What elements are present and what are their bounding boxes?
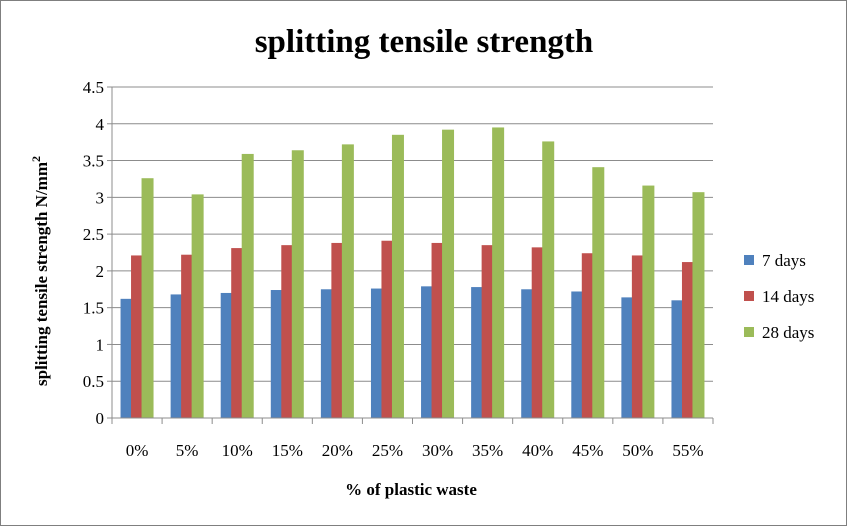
y-tick-label: 3 [96, 188, 105, 207]
legend-label: 14 days [762, 287, 814, 306]
bar-14-days-45pct [581, 253, 594, 418]
legend: 7 days 14 days 28 days [744, 251, 814, 342]
bar-14-days-20pct [331, 242, 344, 418]
bar-7-days-35pct [471, 287, 484, 418]
bar-14-days-5pct [181, 254, 194, 418]
y-tick-label: 0 [96, 409, 105, 428]
bar-28-days-15pct [291, 150, 304, 418]
bar-28-days-40pct [542, 141, 555, 419]
bar-14-days-40pct [531, 247, 544, 418]
bar-14-days-10pct [231, 248, 244, 418]
legend-swatch [744, 255, 754, 265]
bar-28-days-45pct [592, 167, 605, 418]
x-tick-label: 20% [322, 441, 353, 460]
legend-swatch [744, 291, 754, 301]
bar-7-days-30pct [421, 286, 434, 418]
x-tick-label: 30% [422, 441, 453, 460]
bar-28-days-20pct [341, 144, 354, 418]
bars [120, 127, 705, 419]
bar-28-days-0pct [141, 178, 154, 418]
bar-7-days-50pct [621, 297, 634, 418]
bar-7-days-5pct [170, 294, 183, 418]
x-tick-label: 55% [672, 441, 703, 460]
bar-14-days-25pct [381, 240, 394, 418]
x-tick-label: 35% [472, 441, 503, 460]
y-tick-label: 2 [96, 262, 105, 281]
bar-7-days-15pct [270, 290, 283, 418]
bar-7-days-55pct [671, 300, 684, 418]
bar-7-days-40pct [521, 289, 534, 418]
y-axis-ticks: 0 0.5 1 1.5 2 2.5 3 3.5 4 4.5 [83, 78, 112, 428]
bar-14-days-0pct [131, 255, 144, 418]
bar-14-days-55pct [681, 262, 694, 418]
legend-item: 28 days [744, 323, 814, 342]
x-tick-label: 40% [522, 441, 553, 460]
bar-28-days-30pct [442, 129, 455, 418]
y-tick-label: 1 [96, 335, 105, 354]
bar-7-days-25pct [370, 288, 383, 418]
y-tick-label: 4.5 [83, 78, 104, 97]
bar-14-days-30pct [431, 242, 444, 418]
y-tick-label: 1.5 [83, 299, 104, 318]
legend-item: 14 days [744, 287, 814, 306]
x-tick-label: 10% [222, 441, 253, 460]
y-axis-title: splitting tensile strength N/mm2 [29, 156, 51, 386]
bar-28-days-10pct [241, 153, 254, 419]
legend-swatch [744, 327, 754, 337]
y-tick-label: 4 [96, 115, 105, 134]
bar-14-days-15pct [281, 245, 294, 418]
y-tick-label: 2.5 [83, 225, 104, 244]
legend-item: 7 days [744, 251, 806, 270]
bar-7-days-0pct [120, 298, 133, 418]
gridlines [112, 86, 713, 382]
bar-28-days-5pct [191, 194, 204, 418]
bar-28-days-50pct [642, 185, 655, 418]
bar-7-days-20pct [320, 289, 333, 418]
bar-28-days-25pct [391, 134, 404, 419]
bar-14-days-50pct [631, 255, 644, 418]
bar-14-days-35pct [481, 245, 494, 418]
legend-label: 28 days [762, 323, 814, 342]
legend-label: 7 days [762, 251, 806, 270]
bar-7-days-45pct [571, 291, 584, 418]
x-axis-title: % of plastic waste [345, 480, 477, 499]
x-tick-label: 50% [622, 441, 653, 460]
bar-7-days-10pct [220, 292, 233, 418]
x-tick-label: 0% [126, 441, 149, 460]
bar-28-days-55pct [692, 192, 705, 418]
x-tick-label: 25% [372, 441, 403, 460]
y-tick-label: 0.5 [83, 372, 104, 391]
y-axis-title-superscript: 2 [29, 156, 43, 162]
x-tick-label: 5% [176, 441, 199, 460]
chart-title: splitting tensile strength [255, 24, 594, 60]
x-axis-ticks: 0% 5% 10% 15% 20% 25% 30% 35% 40% 45% 50% 55% [111, 418, 714, 460]
bar-28-days-35pct [492, 127, 505, 418]
x-tick-label: 45% [572, 441, 603, 460]
y-tick-label: 3.5 [83, 152, 104, 171]
x-tick-label: 15% [272, 441, 303, 460]
